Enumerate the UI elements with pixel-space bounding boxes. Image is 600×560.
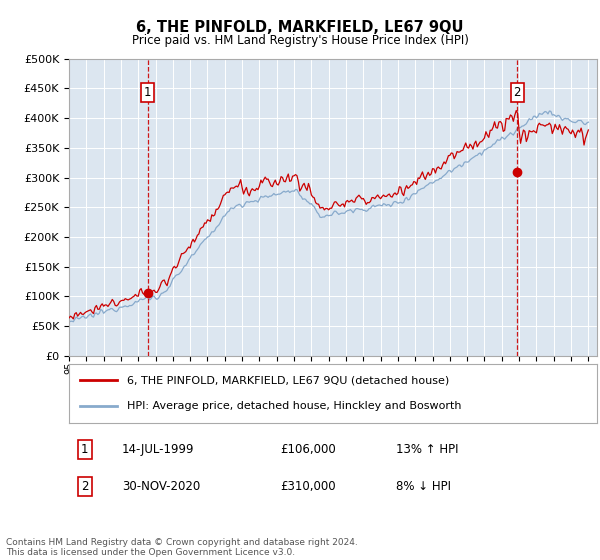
Text: 13% ↑ HPI: 13% ↑ HPI [397, 442, 459, 456]
Text: 6, THE PINFOLD, MARKFIELD, LE67 9QU: 6, THE PINFOLD, MARKFIELD, LE67 9QU [136, 20, 464, 35]
Text: 2: 2 [514, 86, 521, 99]
Text: 8% ↓ HPI: 8% ↓ HPI [397, 480, 451, 493]
Text: 2: 2 [81, 480, 89, 493]
Text: £106,000: £106,000 [280, 442, 336, 456]
Text: £310,000: £310,000 [280, 480, 336, 493]
Text: HPI: Average price, detached house, Hinckley and Bosworth: HPI: Average price, detached house, Hinc… [127, 402, 461, 412]
Text: 30-NOV-2020: 30-NOV-2020 [122, 480, 200, 493]
Text: 1: 1 [81, 442, 89, 456]
Text: Contains HM Land Registry data © Crown copyright and database right 2024.
This d: Contains HM Land Registry data © Crown c… [6, 538, 358, 557]
Text: 1: 1 [144, 86, 152, 99]
Text: Price paid vs. HM Land Registry's House Price Index (HPI): Price paid vs. HM Land Registry's House … [131, 34, 469, 46]
Text: 6, THE PINFOLD, MARKFIELD, LE67 9QU (detached house): 6, THE PINFOLD, MARKFIELD, LE67 9QU (det… [127, 375, 449, 385]
Text: 14-JUL-1999: 14-JUL-1999 [122, 442, 194, 456]
